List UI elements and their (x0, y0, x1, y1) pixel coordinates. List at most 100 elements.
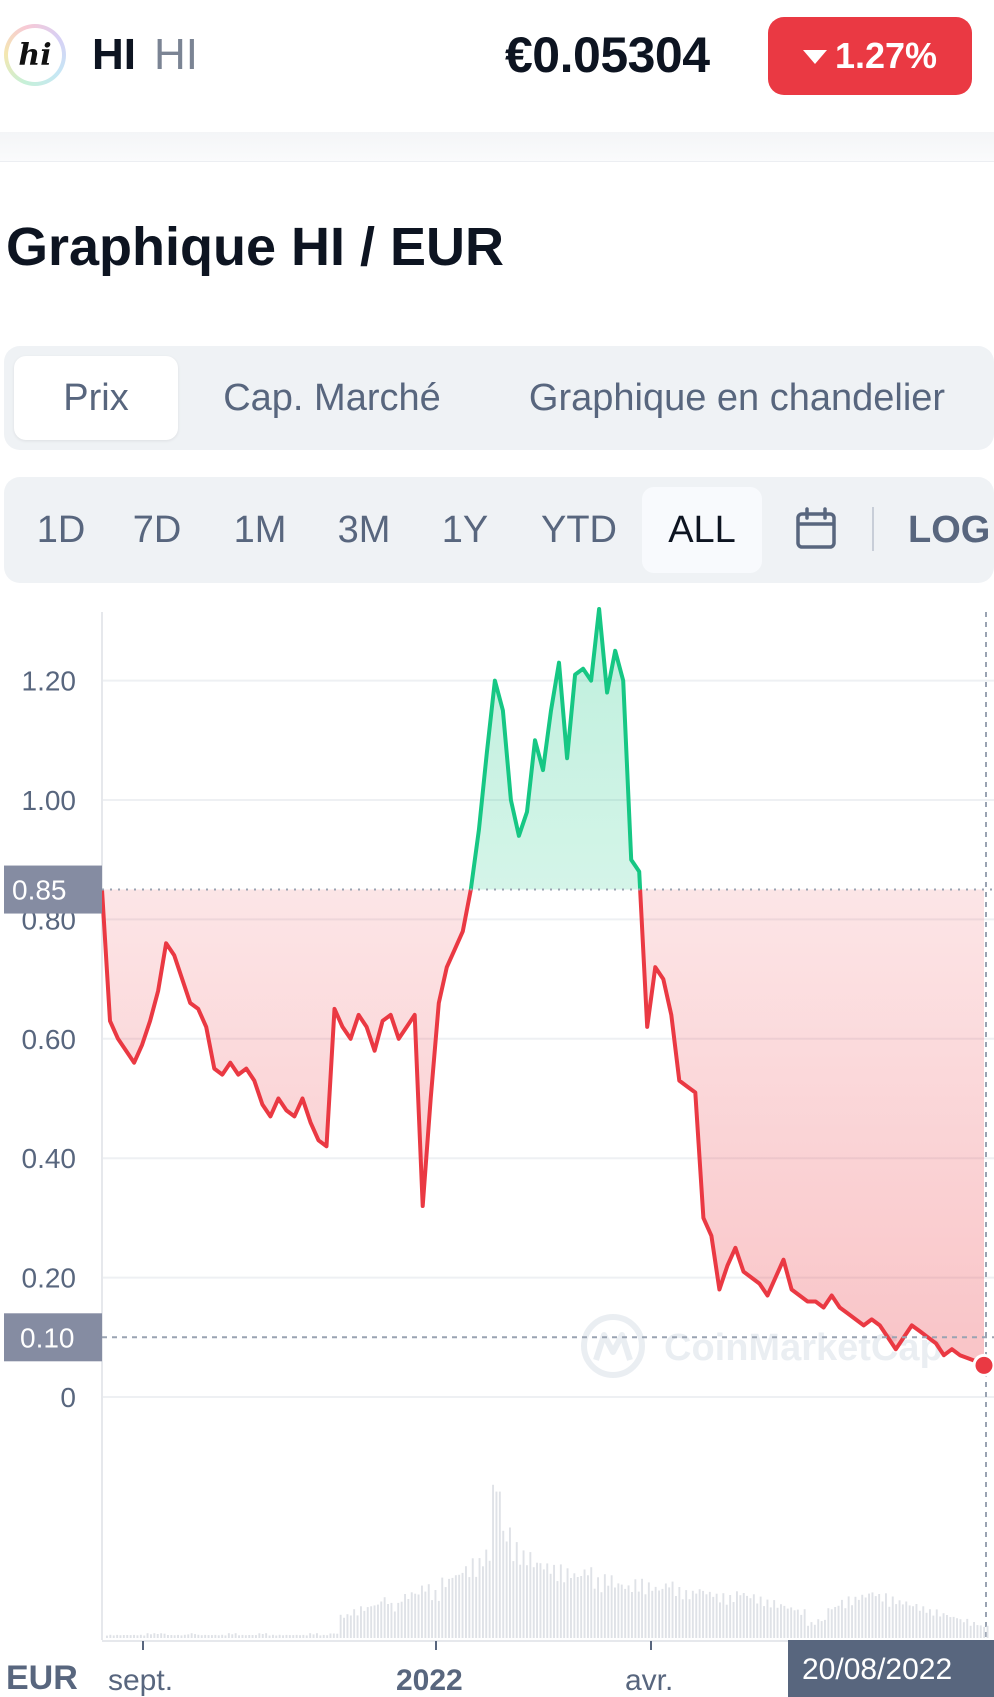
volume-bar (881, 1601, 884, 1638)
volume-bar (600, 1592, 603, 1638)
volume-bar (956, 1618, 958, 1638)
volume-bar (522, 1550, 525, 1638)
volume-bar (248, 1635, 251, 1638)
volume-bar (177, 1634, 179, 1638)
volume-bar (952, 1616, 955, 1638)
range-3m[interactable]: 3M (337, 508, 391, 551)
volume-bar (671, 1581, 674, 1638)
volume-bar (414, 1593, 417, 1638)
volume-bar (187, 1634, 190, 1638)
volume-bar (573, 1573, 576, 1638)
volume-bar (150, 1634, 152, 1638)
volume-bar (167, 1635, 169, 1638)
hover-date-label: 20/08/2022 (788, 1640, 994, 1697)
range-all[interactable]: ALL (642, 487, 762, 573)
volume-bar (756, 1603, 759, 1638)
volume-bar (590, 1567, 593, 1638)
time-range-selector: 1D 7D 1M 3M 1Y YTD ALL LOG (4, 477, 994, 583)
volume-bar (536, 1562, 538, 1638)
volume-bar (485, 1549, 488, 1638)
range-7d[interactable]: 7D (132, 508, 182, 551)
volume-bar (813, 1624, 816, 1638)
volume-bar (647, 1582, 650, 1638)
price-chart[interactable]: CoinMarketCap 00.200.400.600.801.001.20 … (0, 600, 994, 1697)
volume-bar (918, 1610, 921, 1638)
volume-bar (343, 1617, 345, 1638)
volume-bar (708, 1591, 711, 1638)
volume-bar (255, 1635, 257, 1638)
tab-candlestick[interactable]: Graphique en chandelier (528, 376, 946, 419)
range-1m[interactable]: 1M (233, 508, 287, 551)
volume-bar (295, 1634, 298, 1638)
volume-bar (644, 1594, 647, 1638)
range-ytd[interactable]: YTD (541, 508, 617, 551)
calendar-icon[interactable] (794, 507, 838, 551)
volume-bar (227, 1633, 230, 1638)
x-tick-label: avr. (625, 1664, 673, 1697)
volume-bar (891, 1596, 894, 1638)
volume-bar (478, 1558, 481, 1638)
tab-market-cap[interactable]: Cap. Marché (223, 376, 441, 419)
volume-bar (769, 1607, 772, 1638)
volume-bar (109, 1634, 112, 1638)
volume-bar (847, 1596, 850, 1638)
volume-bar (614, 1587, 616, 1638)
range-1d[interactable]: 1D (36, 508, 86, 551)
volume-bar (512, 1561, 515, 1638)
volume-bar (776, 1607, 779, 1638)
volume-bar (820, 1621, 823, 1638)
volume-bar (702, 1590, 704, 1638)
volume-bar (461, 1572, 464, 1638)
y-tick-label: 1.00 (22, 785, 77, 816)
volume-bar (888, 1606, 891, 1638)
volume-bar (204, 1634, 207, 1638)
volume-bar (786, 1608, 789, 1638)
volume-bar (207, 1635, 210, 1638)
log-scale-toggle[interactable]: LOG (908, 508, 991, 551)
price-area-below-baseline (102, 889, 984, 1366)
volume-bar (698, 1589, 701, 1638)
volume-bar (641, 1578, 643, 1638)
x-tick-label: 2022 (396, 1664, 463, 1697)
volume-bars (106, 1484, 989, 1638)
volume-bar (136, 1635, 139, 1638)
coin-name: HI (92, 30, 136, 79)
volume-bar (397, 1602, 400, 1638)
volume-bar (959, 1619, 962, 1638)
volume-bar (878, 1594, 881, 1638)
volume-bar (739, 1595, 742, 1638)
volume-bar (834, 1607, 837, 1638)
volume-bar (241, 1634, 244, 1638)
volume-bar (627, 1585, 630, 1638)
volume-bar (370, 1606, 373, 1638)
volume-bar (502, 1530, 505, 1638)
volume-bar (234, 1633, 237, 1638)
volume-bar (871, 1592, 874, 1638)
volume-bar (807, 1625, 809, 1638)
volume-bar (637, 1591, 640, 1638)
volume-bar (712, 1596, 715, 1638)
volume-bar (688, 1599, 691, 1638)
volume-bar (912, 1606, 914, 1638)
volume-bar (810, 1622, 813, 1638)
volume-bar (607, 1585, 610, 1638)
tab-price[interactable]: Prix (14, 356, 178, 440)
volume-bar (251, 1635, 254, 1638)
volume-bar (854, 1596, 857, 1638)
volume-bar (553, 1564, 555, 1638)
volume-bar (752, 1594, 755, 1638)
volume-bar (454, 1575, 457, 1638)
x-tick-label: sept. (108, 1664, 173, 1697)
volume-bar (691, 1590, 694, 1638)
volume-bar (658, 1590, 660, 1638)
volume-bar (932, 1615, 935, 1638)
volume-bar (275, 1635, 278, 1638)
volume-bar (749, 1598, 752, 1638)
y-axis-ticks: 00.200.400.600.801.001.20 (22, 666, 77, 1413)
volume-bar (319, 1635, 322, 1638)
range-1y[interactable]: 1Y (441, 508, 489, 551)
volume-bar (299, 1635, 301, 1638)
volume-bar (268, 1635, 271, 1638)
volume-bar (664, 1583, 667, 1638)
volume-bar (482, 1566, 484, 1638)
